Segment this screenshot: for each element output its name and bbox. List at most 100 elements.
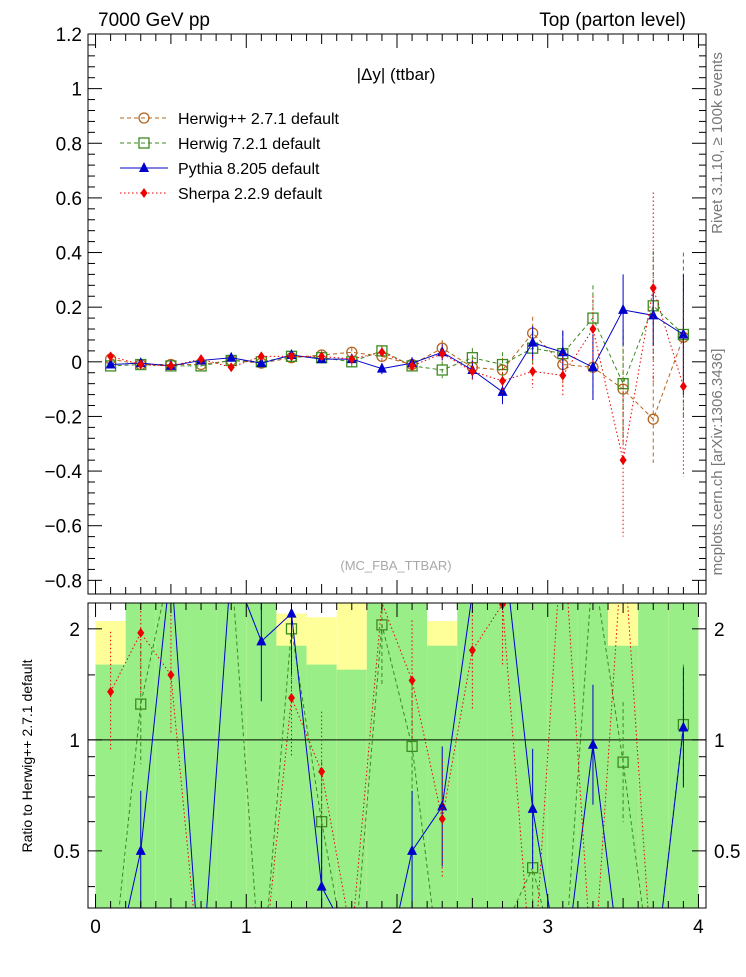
uncertainty-band-inner bbox=[276, 645, 307, 908]
data-point bbox=[257, 351, 265, 362]
legend-marker bbox=[140, 188, 148, 198]
data-point bbox=[497, 385, 508, 396]
uncertainty-band-inner bbox=[608, 645, 639, 908]
data-point bbox=[647, 413, 659, 425]
data-point bbox=[167, 360, 175, 371]
ratio-data-point bbox=[318, 766, 326, 777]
ratio-data-point bbox=[617, 756, 629, 768]
legend-marker bbox=[138, 137, 150, 149]
data-point bbox=[529, 366, 537, 377]
y-tick-label: −0.4 bbox=[44, 462, 82, 483]
data-point bbox=[197, 354, 205, 365]
uncertainty-band-inner bbox=[547, 603, 578, 908]
y-tick-label: 0.4 bbox=[56, 244, 83, 265]
ratio-panel: 0.5 0.5 1 1 2 2 0 1 2 3 4 bbox=[54, 602, 740, 938]
ratio-y-axis-label: Ratio to Herwig++ 2.7.1 default bbox=[19, 659, 35, 852]
ratio-data-point bbox=[468, 645, 476, 656]
ratio-data-point bbox=[316, 880, 327, 891]
data-point bbox=[287, 351, 295, 362]
data-point bbox=[468, 366, 476, 377]
ratio-y-tick-label: 2 bbox=[69, 620, 80, 641]
data-point bbox=[256, 357, 267, 368]
data-point bbox=[408, 360, 416, 371]
y-tick-label: −0.6 bbox=[44, 517, 82, 538]
series-herwig-7-2-1-default bbox=[104, 251, 690, 439]
data-point bbox=[348, 354, 356, 365]
series-herwig-2-7-1-default bbox=[104, 282, 690, 463]
data-point bbox=[618, 303, 629, 314]
ratio-data-point bbox=[135, 844, 146, 855]
ratio-y-tick-label: 0.5 bbox=[54, 842, 80, 863]
ratio-y-tick-label-right: 1 bbox=[714, 731, 725, 752]
legend-marker bbox=[138, 112, 150, 124]
data-point bbox=[436, 364, 448, 376]
data-point bbox=[619, 455, 627, 466]
ratio-data-point bbox=[137, 627, 145, 638]
data-point bbox=[557, 346, 568, 357]
uncertainty-band-inner bbox=[638, 603, 669, 908]
data-point bbox=[527, 336, 538, 347]
ratio-y-tick-label-right: 0.5 bbox=[714, 842, 740, 863]
y-tick-label: 0.2 bbox=[56, 298, 82, 319]
data-point bbox=[587, 361, 598, 372]
ratio-data-point bbox=[587, 738, 598, 749]
ratio-series-line bbox=[118, 603, 684, 908]
data-point bbox=[559, 370, 567, 381]
data-point bbox=[376, 362, 387, 373]
main-panel: −0.8 −0.6 −0.4 −0.2 0 0.2 0.4 0.6 0.8 1 1.2 bbox=[44, 25, 707, 595]
legend: Herwig++ 2.7.1 default Herwig 7.2.1 defau… bbox=[120, 111, 340, 203]
plot-watermark: (MC_FBA_TTBAR) bbox=[340, 558, 451, 573]
ratio-data-point bbox=[256, 635, 267, 646]
series-sherpa-2-2-9-default bbox=[107, 192, 687, 537]
data-point bbox=[679, 381, 687, 392]
x-tick-label: 4 bbox=[693, 917, 704, 938]
series-line bbox=[110, 332, 684, 421]
ratio-data-point bbox=[438, 814, 446, 825]
ratio-y-tick-label-right: 2 bbox=[714, 620, 725, 641]
header-left-label: 7000 GeV pp bbox=[98, 10, 210, 31]
main-series-area bbox=[104, 192, 690, 537]
ratio-data-point bbox=[167, 669, 175, 680]
legend-label: Herwig++ 2.7.1 default bbox=[178, 111, 340, 128]
y-tick-label: 0.8 bbox=[56, 134, 82, 155]
rivet-version-label: Rivet 3.1.10, ≥ 100k events bbox=[709, 52, 726, 234]
data-point bbox=[499, 375, 507, 386]
x-tick-label: 3 bbox=[542, 917, 553, 938]
ratio-data-point bbox=[376, 619, 388, 631]
y-tick-label: 1.2 bbox=[56, 25, 82, 46]
y-tick-label: 1 bbox=[71, 80, 82, 101]
ratio-data-point bbox=[527, 802, 538, 813]
x-tick-label: 0 bbox=[90, 917, 101, 938]
series-pythia-8-205-default bbox=[105, 274, 689, 405]
x-tick-label: 2 bbox=[392, 917, 403, 938]
header-right-label: Top (parton level) bbox=[539, 10, 686, 31]
data-point bbox=[589, 324, 597, 335]
legend-marker bbox=[139, 162, 149, 172]
ratio-data-point bbox=[437, 800, 448, 811]
y-tick-label: −0.2 bbox=[44, 407, 82, 428]
ratio-data-point bbox=[408, 675, 416, 686]
data-point bbox=[438, 348, 446, 359]
plot-title: |Δy| (ttbar) bbox=[357, 65, 436, 84]
mcplots-label: mcplots.cern.ch [arXiv:1306.3436] bbox=[709, 349, 726, 576]
ratio-data-point bbox=[678, 721, 689, 732]
data-point bbox=[137, 359, 145, 370]
data-point bbox=[226, 351, 237, 362]
data-point bbox=[318, 351, 326, 362]
legend-label: Sherpa 2.2.9 default bbox=[178, 186, 323, 203]
ratio-series-line bbox=[127, 603, 684, 908]
data-point bbox=[227, 362, 235, 373]
ratio-data-point bbox=[407, 844, 418, 855]
data-point bbox=[105, 358, 116, 369]
y-tick-label: −0.8 bbox=[44, 571, 82, 592]
ratio-data-point bbox=[406, 740, 418, 753]
ratio-data-point bbox=[286, 607, 297, 618]
uncertainty-band-inner bbox=[336, 669, 367, 908]
ratio-data-point bbox=[287, 692, 295, 703]
uncertainty-band-inner bbox=[185, 603, 217, 908]
ratio-series-sherpa-2-2-9-default bbox=[107, 603, 649, 908]
data-point bbox=[378, 347, 386, 358]
legend-label: Pythia 8.205 default bbox=[178, 161, 320, 178]
